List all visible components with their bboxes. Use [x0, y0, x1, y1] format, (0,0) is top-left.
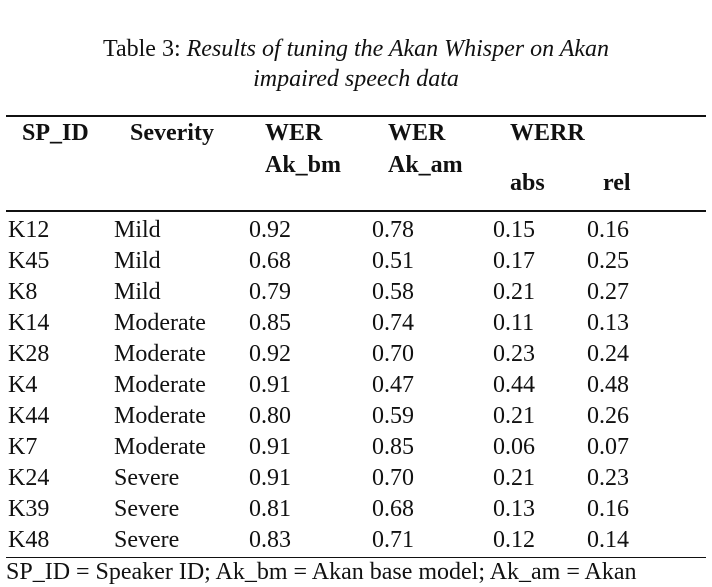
cell-rel: 0.16 [587, 217, 629, 243]
cell-sp-id: K4 [8, 372, 38, 398]
cell-wer-am: 0.68 [372, 496, 414, 522]
cell-abs: 0.21 [493, 465, 535, 491]
bottom-rule [6, 557, 706, 558]
cell-abs: 0.12 [493, 527, 535, 553]
cell-wer-am: 0.70 [372, 465, 414, 491]
cell-rel: 0.26 [587, 403, 629, 429]
cell-rel: 0.14 [587, 527, 629, 553]
cell-rel: 0.48 [587, 372, 629, 398]
cell-sp-id: K44 [8, 403, 50, 429]
cell-sp-id: K45 [8, 248, 50, 274]
header-wer-bm-line1: WER [265, 120, 323, 146]
cell-severity: Moderate [114, 372, 206, 398]
caption-title-line-2: impaired speech data [253, 66, 459, 92]
caption-label: Table 3: [102, 36, 187, 62]
cell-wer-bm: 0.81 [249, 496, 291, 522]
cell-wer-am: 0.70 [372, 341, 414, 367]
cell-sp-id: K14 [8, 310, 50, 336]
cell-abs: 0.21 [493, 279, 535, 305]
header-severity: Severity [130, 120, 214, 146]
cell-wer-bm: 0.92 [249, 217, 291, 243]
cell-wer-bm: 0.80 [249, 403, 291, 429]
cell-wer-am: 0.58 [372, 279, 414, 305]
table-caption: Table 3: Results of tuning the Akan Whis… [0, 34, 712, 94]
cell-abs: 0.21 [493, 403, 535, 429]
cell-severity: Moderate [114, 341, 206, 367]
cell-severity: Moderate [114, 310, 206, 336]
cell-rel: 0.16 [587, 496, 629, 522]
header-werr-abs: abs [510, 170, 545, 196]
cell-wer-bm: 0.79 [249, 279, 291, 305]
cell-severity: Mild [114, 217, 161, 243]
header-wer-am-line2: Ak_am [388, 152, 463, 178]
cell-wer-am: 0.85 [372, 434, 414, 460]
cell-severity: Severe [114, 527, 180, 553]
caption-title-line-1: Results of tuning the Akan Whisper on Ak… [186, 36, 610, 62]
cell-sp-id: K28 [8, 341, 50, 367]
cell-wer-bm: 0.83 [249, 527, 291, 553]
top-rule [6, 115, 706, 117]
cell-severity: Moderate [114, 403, 206, 429]
header-wer-am-line1: WER [388, 120, 446, 146]
cell-wer-am: 0.47 [372, 372, 414, 398]
cell-abs: 0.11 [493, 310, 535, 336]
cell-severity: Severe [114, 496, 180, 522]
cell-rel: 0.25 [587, 248, 629, 274]
header-werr-rel: rel [603, 170, 631, 196]
cell-wer-am: 0.78 [372, 217, 414, 243]
cell-abs: 0.17 [493, 248, 535, 274]
cell-wer-bm: 0.92 [249, 341, 291, 367]
cell-abs: 0.06 [493, 434, 535, 460]
cell-severity: Mild [114, 279, 161, 305]
cell-rel: 0.24 [587, 341, 629, 367]
cell-wer-bm: 0.68 [249, 248, 291, 274]
cell-rel: 0.13 [587, 310, 629, 336]
header-sp-id: SP_ID [22, 120, 89, 146]
header-rule [6, 210, 706, 212]
cell-severity: Mild [114, 248, 161, 274]
cell-sp-id: K39 [8, 496, 50, 522]
cell-sp-id: K12 [8, 217, 50, 243]
cell-abs: 0.15 [493, 217, 535, 243]
cell-rel: 0.23 [587, 465, 629, 491]
cell-rel: 0.27 [587, 279, 629, 305]
cell-wer-am: 0.74 [372, 310, 414, 336]
cell-sp-id: K48 [8, 527, 50, 553]
table-footnote: SP_ID = Speaker ID; Ak_bm = Akan base mo… [6, 559, 637, 585]
cell-severity: Severe [114, 465, 180, 491]
cell-abs: 0.44 [493, 372, 535, 398]
cell-severity: Moderate [114, 434, 206, 460]
cell-sp-id: K7 [8, 434, 38, 460]
cell-wer-bm: 0.91 [249, 434, 291, 460]
cell-abs: 0.23 [493, 341, 535, 367]
cell-sp-id: K24 [8, 465, 50, 491]
cell-wer-am: 0.71 [372, 527, 414, 553]
caption-line-1: Table 3: Results of tuning the Akan Whis… [0, 34, 712, 64]
cell-wer-am: 0.51 [372, 248, 414, 274]
header-wer-bm-line2: Ak_bm [265, 152, 342, 178]
cell-wer-bm: 0.91 [249, 465, 291, 491]
cell-wer-am: 0.59 [372, 403, 414, 429]
cell-sp-id: K8 [8, 279, 38, 305]
cell-wer-bm: 0.91 [249, 372, 291, 398]
cell-abs: 0.13 [493, 496, 535, 522]
cell-rel: 0.07 [587, 434, 629, 460]
header-werr: WERR [510, 120, 585, 146]
cell-wer-bm: 0.85 [249, 310, 291, 336]
